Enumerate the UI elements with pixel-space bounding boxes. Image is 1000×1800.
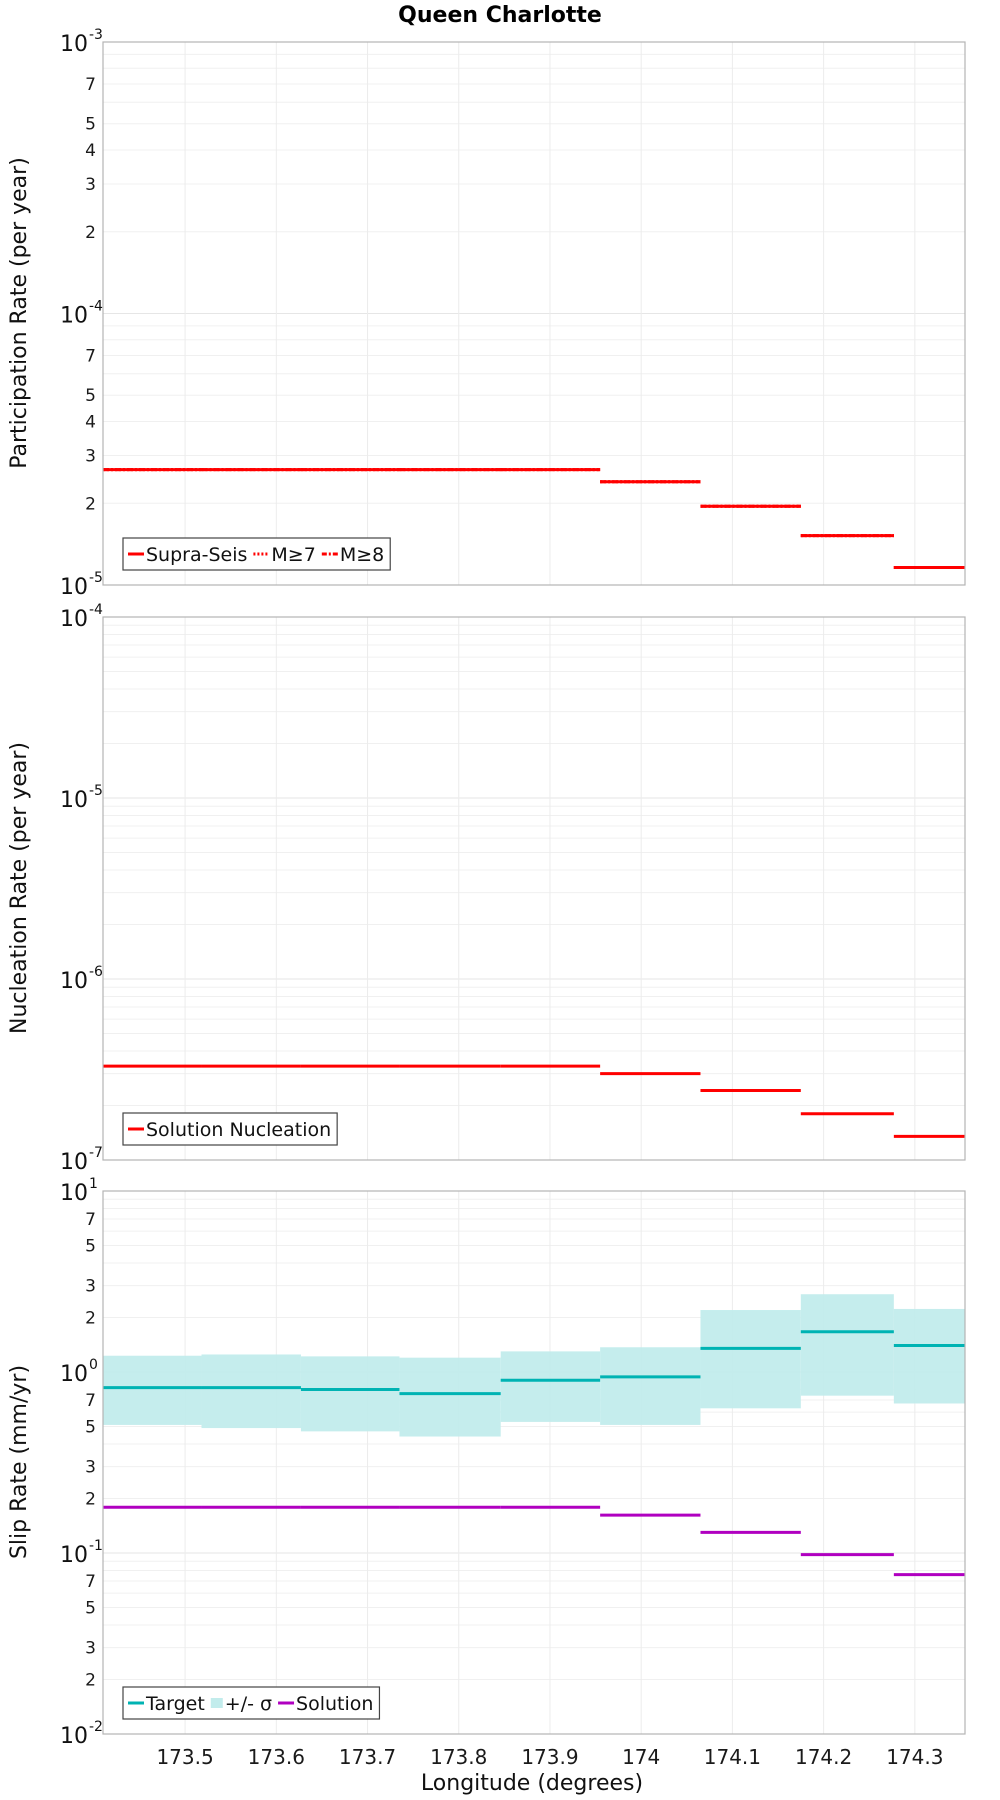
y-tick-label-major: 10 xyxy=(60,1181,88,1206)
legend-box xyxy=(122,1112,338,1146)
sigma-band-segment xyxy=(103,1355,202,1425)
legend: Supra-Seis M≥7 M≥8 xyxy=(122,537,391,571)
y-tick-label-exponent: 1 xyxy=(89,1176,98,1192)
legend-label: Target xyxy=(145,1693,205,1715)
y-tick-label-minor: 5 xyxy=(85,1417,96,1437)
y-tick-label-major: 10 xyxy=(60,32,88,57)
x-tick-label: 173.6 xyxy=(248,1745,305,1769)
x-axis-label: Longitude (degrees) xyxy=(421,1771,643,1796)
legend-label: Solution xyxy=(296,1693,373,1715)
y-tick-label-minor: 3 xyxy=(85,1458,96,1478)
y-tick-label-minor: 7 xyxy=(85,1391,96,1411)
x-tick-label: 173.8 xyxy=(430,1745,487,1769)
legend-label: M≥7 xyxy=(271,544,315,566)
y-axis-label: Slip Rate (mm/yr) xyxy=(7,1365,32,1559)
y-tick-label-exponent: -6 xyxy=(89,964,103,980)
legend-label: Supra-Seis xyxy=(146,544,247,566)
legend: Solution Nucleation xyxy=(122,1112,338,1146)
sigma-band-segment xyxy=(893,1308,965,1404)
y-tick-label-exponent: -4 xyxy=(89,602,103,618)
sigma-band-segment xyxy=(500,1351,601,1422)
y-tick-label-major: 10 xyxy=(60,1724,88,1749)
y-tick-label-exponent: 0 xyxy=(89,1357,98,1373)
y-tick-label-minor: 5 xyxy=(85,386,96,406)
y-tick-label-minor: 2 xyxy=(85,1671,96,1691)
y-tick-label-minor: 5 xyxy=(85,1236,96,1256)
y-tick-label-minor: 7 xyxy=(85,1210,96,1230)
y-tick-label-minor: 3 xyxy=(85,1639,96,1659)
y-tick-label-minor: 7 xyxy=(85,347,96,367)
y-tick-label-exponent: -2 xyxy=(89,1719,103,1735)
sigma-band-segment xyxy=(201,1354,301,1429)
y-tick-label-minor: 3 xyxy=(85,1277,96,1297)
y-tick-label-major: 10 xyxy=(60,969,88,994)
plot-frame xyxy=(102,616,966,1161)
y-tick-label-major: 10 xyxy=(60,1543,88,1568)
x-tick-label: 174.3 xyxy=(886,1745,943,1769)
y-tick-label-minor: 7 xyxy=(85,75,96,95)
sigma-band-segment xyxy=(600,1347,701,1425)
sigma-band-segment xyxy=(300,1356,400,1432)
y-tick-label-exponent: -4 xyxy=(89,299,103,315)
y-tick-label-minor: 5 xyxy=(85,115,96,135)
legend-box xyxy=(122,537,391,571)
legend-label: Solution Nucleation xyxy=(146,1119,331,1141)
legend-box xyxy=(122,1686,381,1720)
y-tick-label-minor: 4 xyxy=(85,413,96,433)
legend-swatch-band xyxy=(210,1698,223,1708)
y-tick-label-major: 10 xyxy=(60,1362,88,1387)
sigma-band-segment xyxy=(700,1310,801,1409)
x-tick-label: 174.2 xyxy=(795,1745,852,1769)
x-tick-label: 173.5 xyxy=(156,1745,213,1769)
y-tick-label-minor: 3 xyxy=(85,175,96,195)
sigma-band-segment xyxy=(399,1357,501,1437)
legend-label: M≥8 xyxy=(340,544,384,566)
y-tick-label-major: 10 xyxy=(60,304,88,329)
plot-frame xyxy=(102,41,966,586)
y-tick-label-minor: 7 xyxy=(85,1572,96,1592)
x-tick-label: 173.9 xyxy=(521,1745,578,1769)
y-tick-label-exponent: -7 xyxy=(89,1145,103,1161)
y-tick-label-minor: 2 xyxy=(85,1309,96,1329)
y-axis-label: Nucleation Rate (per year) xyxy=(7,742,32,1034)
x-tick-label: 174 xyxy=(622,1745,660,1769)
legend-label: +/- σ xyxy=(225,1693,272,1715)
y-tick-label-minor: 2 xyxy=(85,494,96,514)
y-tick-label-minor: 5 xyxy=(85,1598,96,1618)
sigma-band-segment xyxy=(800,1294,894,1396)
y-tick-label-major: 10 xyxy=(60,788,88,813)
x-tick-label: 174.1 xyxy=(704,1745,761,1769)
chart-title: Queen Charlotte xyxy=(398,3,602,28)
y-tick-label-major: 10 xyxy=(60,607,88,632)
y-tick-label-major: 10 xyxy=(60,1150,88,1175)
legend: Target +/- σ Solution xyxy=(122,1686,381,1720)
y-tick-label-minor: 4 xyxy=(85,141,96,161)
y-tick-label-exponent: -3 xyxy=(89,27,103,43)
y-tick-label-exponent: -1 xyxy=(89,1538,103,1554)
y-axis-label: Participation Rate (per year) xyxy=(7,157,32,469)
plot-frame xyxy=(102,1190,966,1735)
y-tick-label-exponent: -5 xyxy=(89,783,103,799)
y-tick-label-exponent: -5 xyxy=(89,570,103,586)
x-tick-label: 173.7 xyxy=(339,1745,396,1769)
y-tick-label-major: 10 xyxy=(60,575,88,600)
y-tick-label-minor: 2 xyxy=(85,223,96,243)
y-tick-label-minor: 3 xyxy=(85,446,96,466)
y-tick-label-minor: 2 xyxy=(85,1490,96,1510)
